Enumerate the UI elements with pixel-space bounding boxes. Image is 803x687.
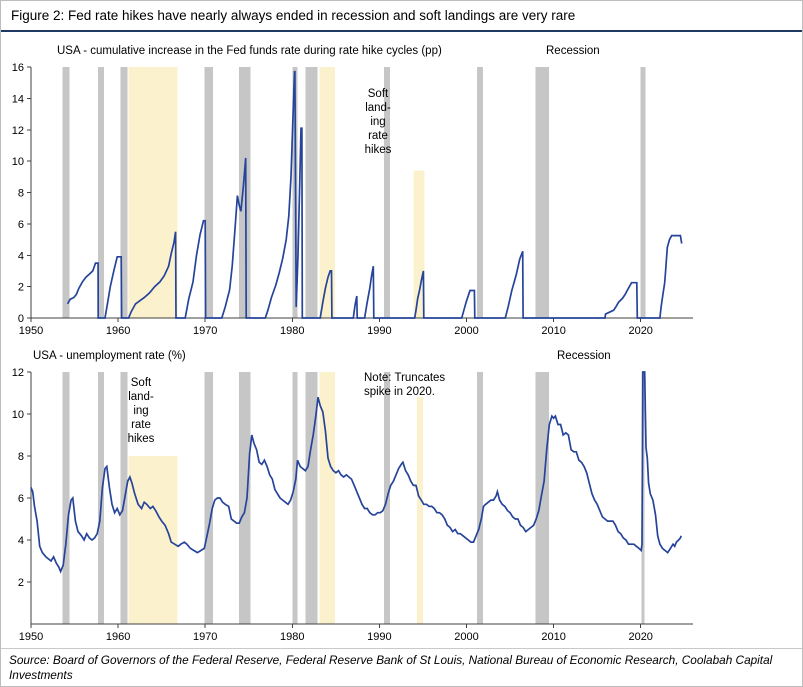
y-tick-label: 0	[18, 313, 24, 325]
truncation-note: Note: Truncates spike in 2020.	[364, 372, 446, 398]
title-divider	[1, 30, 802, 32]
y-tick-label: 8	[18, 451, 24, 463]
x-tick-label: 2010	[541, 325, 565, 337]
soft-landing-band	[413, 170, 425, 318]
recession-band	[120, 67, 128, 318]
x-tick-label: 2000	[454, 631, 478, 643]
x-tick-label: 1950	[19, 325, 43, 337]
fed-funds-cumulative-line	[66, 70, 683, 319]
y-tick-label: 12	[12, 367, 24, 379]
recession-band	[62, 67, 70, 318]
recession-band	[204, 372, 213, 624]
soft-landing-band	[128, 67, 178, 318]
x-tick-label: 1990	[367, 325, 391, 337]
recession-band	[239, 372, 251, 624]
recession-band	[535, 372, 550, 624]
x-tick-label: 1970	[193, 325, 217, 337]
x-tick-label: 1980	[280, 325, 304, 337]
x-tick-label: 1990	[367, 631, 391, 643]
soft-landing-band	[319, 372, 335, 624]
recession-band	[98, 67, 105, 318]
recession-band	[239, 67, 251, 318]
y-tick-label: 14	[12, 93, 24, 105]
recession-band	[640, 67, 646, 318]
recession-band	[305, 67, 318, 318]
y-tick-label: 10	[12, 409, 24, 421]
x-tick-label: 1980	[280, 631, 304, 643]
y-tick-label: 6	[18, 219, 24, 231]
recession-band	[292, 372, 298, 624]
figure-title: Figure 2: Fed rate hikes have nearly alw…	[11, 8, 576, 23]
x-tick-label: 1950	[19, 631, 43, 643]
chart-subtitle-unemployment: USA - unemployment rate (%)	[33, 350, 186, 362]
unemployment-rate-line	[30, 371, 682, 574]
soft-landing-band	[128, 456, 178, 624]
soft-landing-annotation-top-chart: Soft land- ing rate hikes	[364, 88, 392, 156]
recession-band	[383, 67, 390, 318]
y-tick-label: 2	[18, 282, 24, 294]
y-tick-label: 10	[12, 156, 24, 168]
y-tick-label: 4	[18, 535, 24, 547]
recession-band	[305, 372, 318, 624]
soft-landing-band	[319, 67, 335, 318]
recession-band	[477, 67, 484, 318]
recession-label-bottom-chart: Recession	[557, 350, 611, 362]
y-tick-label: 6	[18, 493, 24, 505]
x-tick-label: 1960	[106, 325, 130, 337]
x-tick-label: 1970	[193, 631, 217, 643]
recession-label-top-chart: Recession	[546, 45, 600, 57]
y-tick-label: 12	[12, 125, 24, 137]
recession-band	[641, 372, 645, 624]
y-tick-label: 8	[18, 188, 24, 200]
x-tick-label: 2020	[628, 325, 652, 337]
x-tick-label: 2020	[628, 631, 652, 643]
recession-band	[535, 67, 550, 318]
chart-subtitle-fed-funds: USA - cumulative increase in the Fed fun…	[57, 45, 442, 57]
recession-band	[62, 372, 70, 624]
source-note: Source: Board of Governors of the Federa…	[9, 653, 773, 682]
soft-landing-band	[416, 397, 423, 624]
y-tick-label: 16	[12, 62, 24, 74]
y-tick-label: 2	[18, 577, 24, 589]
recession-band	[204, 67, 213, 318]
footer-divider	[1, 648, 802, 649]
soft-landing-annotation-bottom-chart: Soft land- ing rate hikes	[127, 377, 155, 445]
x-tick-label: 2000	[454, 325, 478, 337]
x-tick-label: 1960	[106, 631, 130, 643]
x-tick-label: 2010	[541, 631, 565, 643]
y-tick-label: 4	[18, 250, 24, 262]
recession-band	[477, 372, 484, 624]
